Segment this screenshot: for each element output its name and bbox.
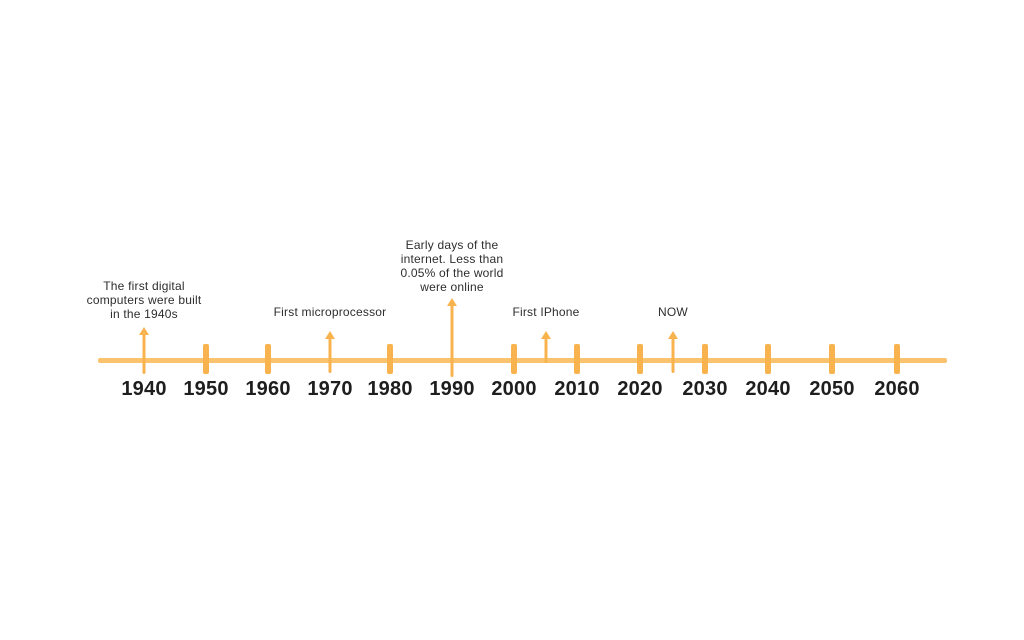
decade-label-2020: 2020 — [617, 378, 663, 400]
decade-label-1950: 1950 — [183, 378, 229, 400]
decade-tick-2030 — [702, 344, 708, 374]
event-label-line: The first digital — [103, 279, 185, 293]
decade-tick-2050 — [829, 344, 835, 374]
event-arrow-stem — [450, 305, 454, 377]
event-arrow-stem — [328, 338, 332, 373]
decade-tick-1980 — [387, 344, 393, 374]
decade-tick-2020 — [637, 344, 643, 374]
decade-tick-1950 — [203, 344, 209, 374]
event-arrow-up-icon — [541, 331, 551, 339]
decade-label-1940: 1940 — [121, 378, 167, 400]
decade-label-1960: 1960 — [245, 378, 291, 400]
event-label-line: internet. Less than — [400, 252, 504, 266]
event-label-line: in the 1940s — [110, 307, 178, 321]
decade-tick-2010 — [574, 344, 580, 374]
event-arrow-up-icon — [325, 331, 335, 339]
decade-label-2050: 2050 — [809, 378, 855, 400]
event-arrow-stem — [544, 338, 548, 363]
event-label-now: NOW — [658, 305, 688, 319]
decade-label-1980: 1980 — [367, 378, 413, 400]
decade-label-1990: 1990 — [429, 378, 475, 400]
decade-label-2040: 2040 — [745, 378, 791, 400]
event-label-first-iphone: First IPhone — [512, 305, 579, 319]
decade-label-1970: 1970 — [307, 378, 353, 400]
event-label-line: 0.05% of the world — [400, 266, 504, 280]
event-arrow-up-icon — [668, 331, 678, 339]
decade-label-2010: 2010 — [554, 378, 600, 400]
event-label-line: First IPhone — [512, 305, 580, 319]
event-label-line: NOW — [658, 305, 688, 319]
decade-tick-2000 — [511, 344, 517, 374]
decade-label-2030: 2030 — [682, 378, 728, 400]
event-label-first-microprocessor: First microprocessor — [274, 305, 387, 319]
timeline-line — [98, 358, 947, 363]
event-label-line: computers were built — [86, 293, 202, 307]
event-label-line: were online — [420, 280, 484, 294]
decade-label-2000: 2000 — [491, 378, 537, 400]
decade-label-2060: 2060 — [874, 378, 920, 400]
event-arrow-stem — [142, 334, 146, 374]
event-label-first-computers: The first digital computers were built in … — [87, 279, 202, 321]
decade-tick-1960 — [265, 344, 271, 374]
decade-tick-2040 — [765, 344, 771, 374]
event-label-line: Early days of the — [405, 238, 499, 252]
event-label-early-internet: Early days of the internet. Less than 0.05… — [401, 238, 504, 294]
event-arrow-up-icon — [139, 327, 149, 335]
decade-tick-2060 — [894, 344, 900, 374]
event-arrow-up-icon — [447, 298, 457, 306]
event-arrow-stem — [671, 338, 675, 373]
event-label-line: First microprocessor — [273, 305, 387, 319]
